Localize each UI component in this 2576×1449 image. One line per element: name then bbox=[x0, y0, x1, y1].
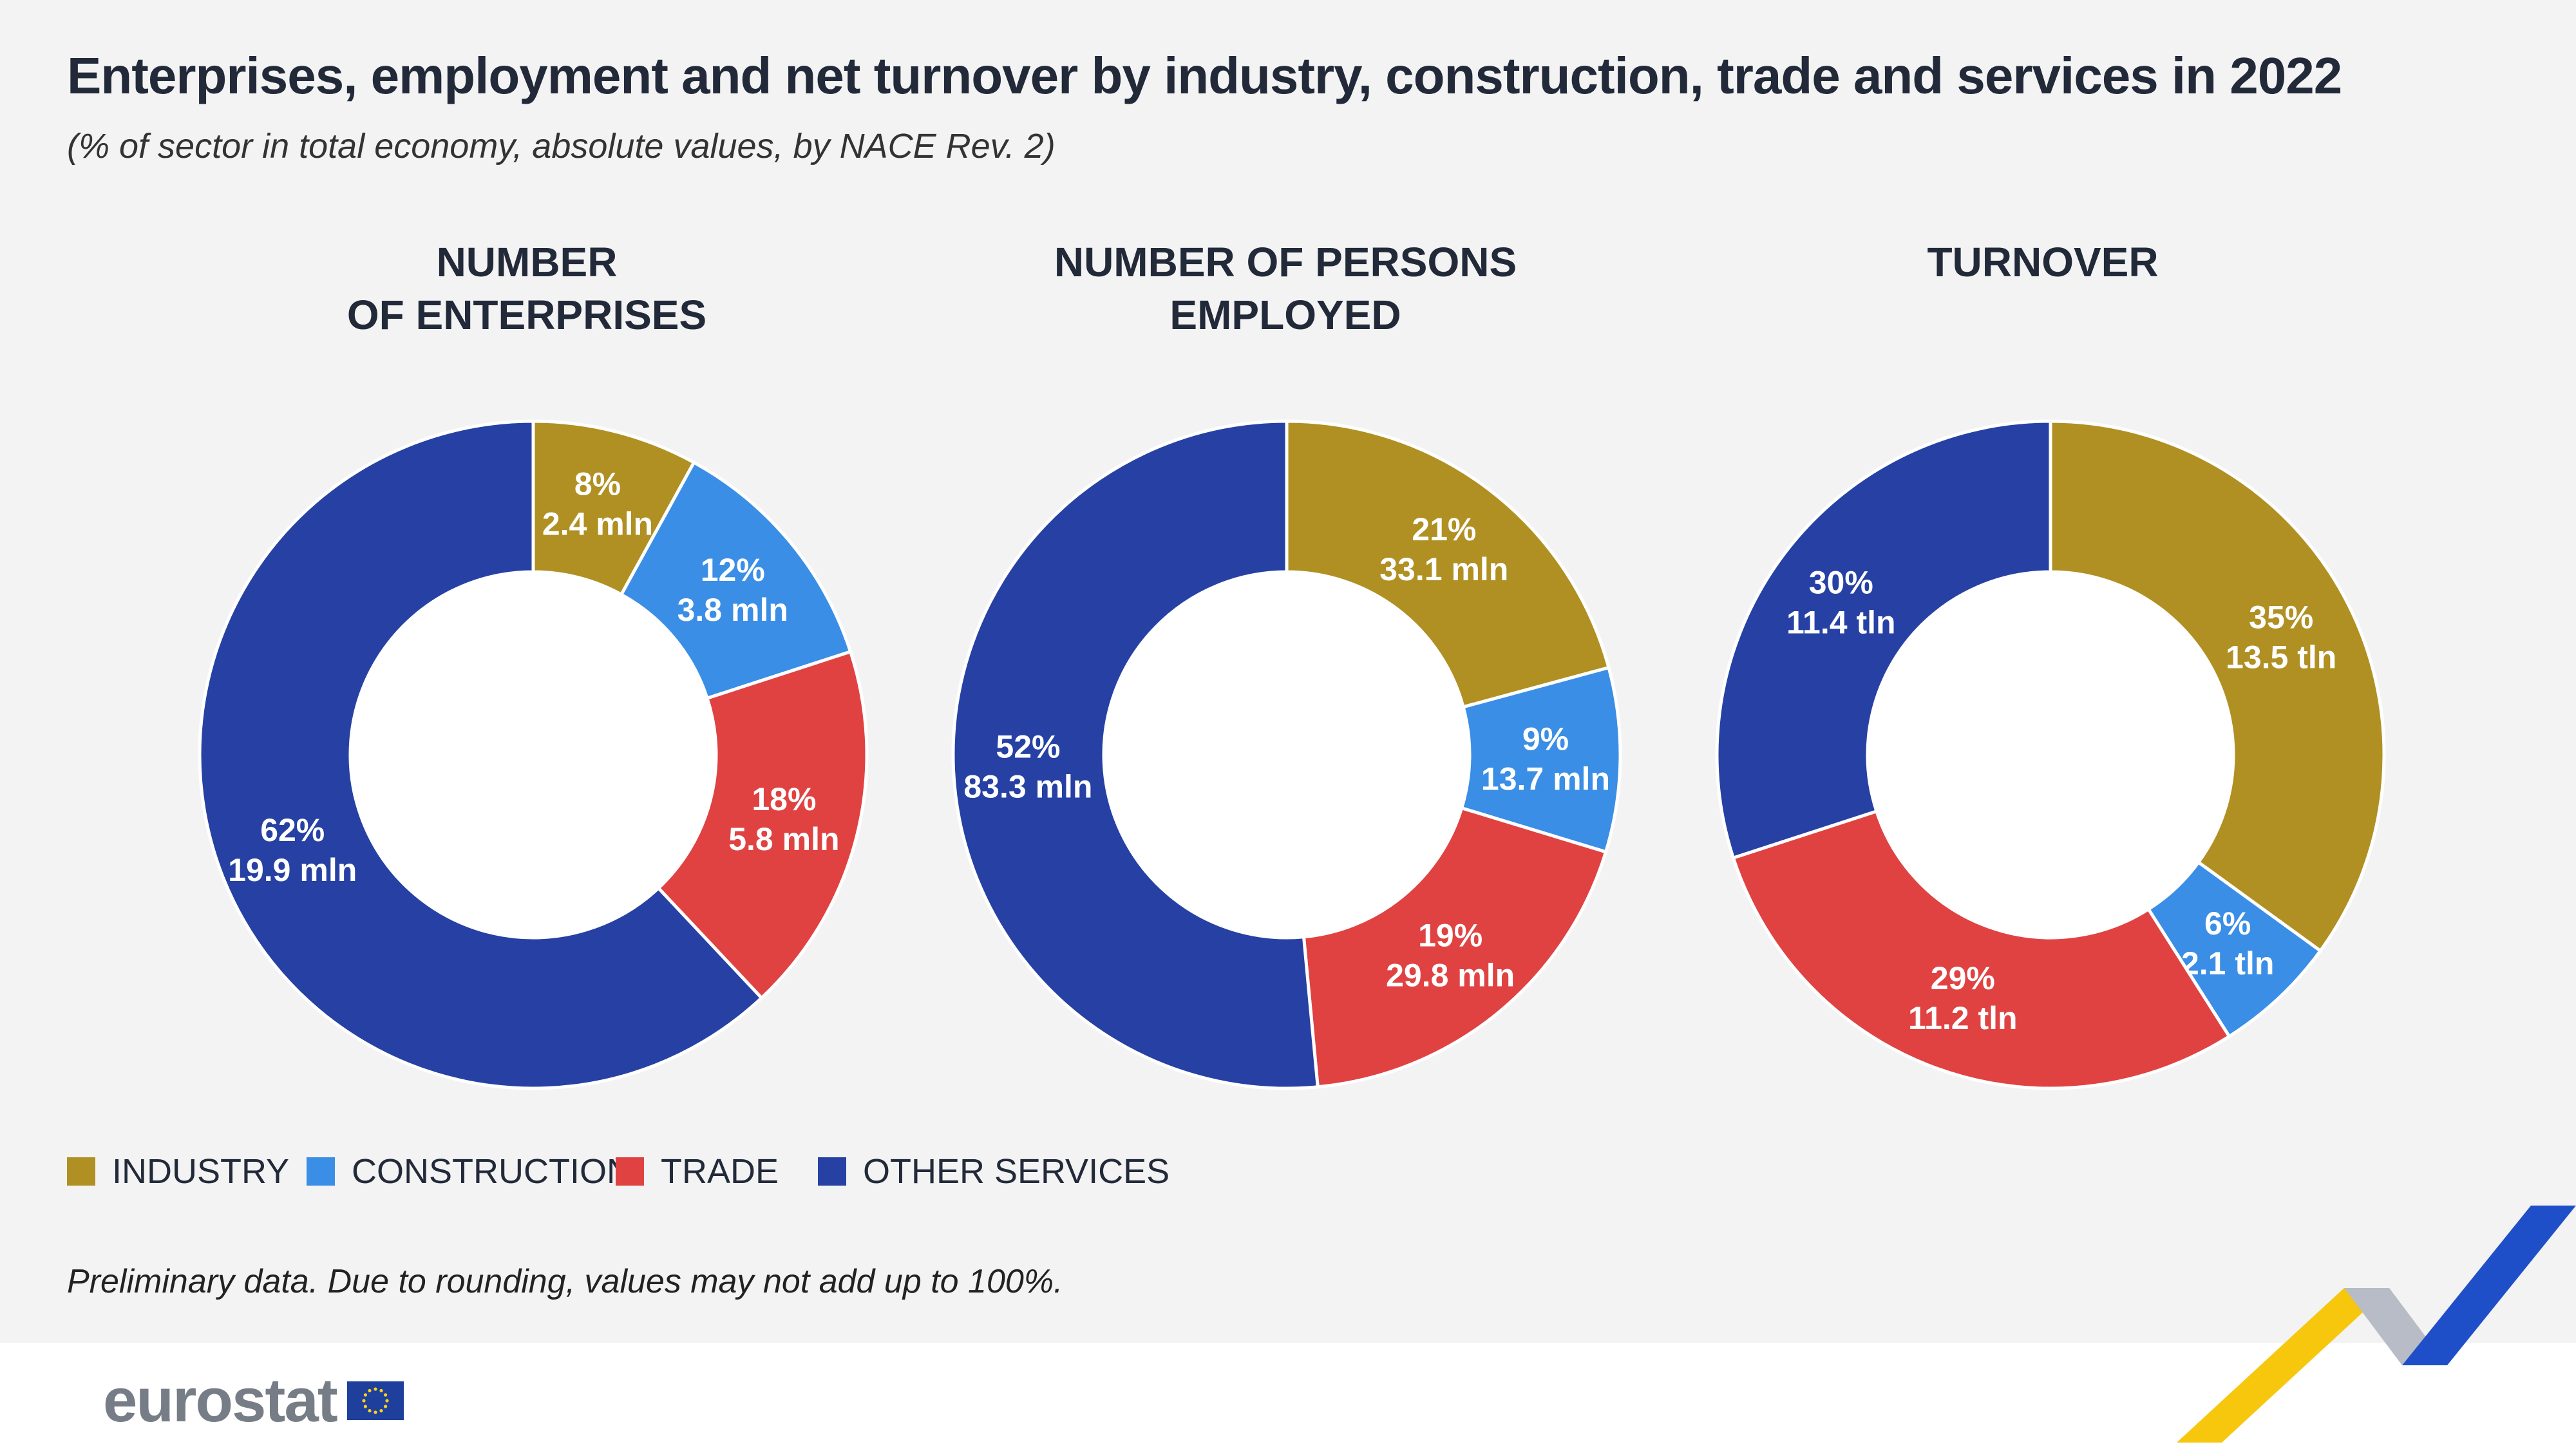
donut-hole bbox=[1105, 573, 1468, 936]
donut-slice-industry bbox=[2049, 419, 2386, 953]
slice-label: 6% 2.1 tln bbox=[2181, 905, 2274, 981]
chart-heading-enterprises: NUMBER OF ENTERPRISES bbox=[205, 236, 849, 341]
slice-percent: 9% bbox=[1522, 721, 1569, 757]
chart-title: Enterprises, employment and net turnover… bbox=[67, 47, 2342, 104]
heading-line: EMPLOYED bbox=[1170, 292, 1401, 338]
eurostat-logo: eurostat bbox=[103, 1365, 404, 1436]
slice-absolute-value: 13.7 mln bbox=[1481, 761, 1610, 797]
donut-chart-2: 21% 33.1 mln 9% 13.7 mln 19% 29.8 mln 52% 83.3 … bbox=[951, 419, 1622, 1090]
donut-chart-3: 35% 13.5 tln 6% 2.1 tln 29% 11.2 tln 30% 11.4 t… bbox=[1715, 419, 2386, 1090]
slice-label: 52% 83.3 mln bbox=[963, 729, 1092, 805]
donut-hole bbox=[352, 573, 715, 936]
slice-percent: 12% bbox=[701, 552, 765, 588]
donut-slice-trade bbox=[1302, 806, 1608, 1089]
footnote: Preliminary data. Due to rounding, value… bbox=[67, 1263, 1063, 1300]
donut-slice-trade bbox=[1731, 809, 2232, 1090]
slice-absolute-value: 5.8 mln bbox=[728, 821, 839, 857]
slice-percent: 18% bbox=[752, 781, 816, 817]
slice-percent: 6% bbox=[2204, 905, 2251, 942]
slice-absolute-value: 19.9 mln bbox=[228, 852, 357, 888]
slice-label: 29% 11.2 tln bbox=[1908, 960, 2018, 1036]
slice-label: 21% 33.1 mln bbox=[1379, 511, 1508, 587]
slice-absolute-value: 2.4 mln bbox=[542, 506, 653, 542]
legend-swatch bbox=[616, 1157, 644, 1186]
slice-absolute-value: 11.2 tln bbox=[1908, 1000, 2018, 1036]
donut-slice-other-services bbox=[1715, 419, 2052, 860]
donut-hole bbox=[1869, 573, 2232, 936]
slice-label: 35% 13.5 tln bbox=[2226, 599, 2336, 675]
donut-slice-industry bbox=[1285, 419, 1611, 709]
slice-absolute-value: 2.1 tln bbox=[2181, 945, 2274, 981]
legend-label: INDUSTRY bbox=[112, 1152, 290, 1191]
slice-label: 12% 3.8 mln bbox=[677, 552, 788, 628]
slice-absolute-value: 13.5 tln bbox=[2226, 639, 2336, 675]
legend-label: OTHER SERVICES bbox=[863, 1152, 1170, 1191]
legend-swatch bbox=[307, 1157, 335, 1186]
slice-absolute-value: 29.8 mln bbox=[1386, 957, 1515, 993]
slice-label: 9% 13.7 mln bbox=[1481, 721, 1610, 797]
slice-percent: 62% bbox=[260, 812, 325, 848]
donut-slice-other-services bbox=[198, 419, 764, 1090]
legend-item-construction: CONSTRUCTION bbox=[307, 1149, 632, 1194]
slice-percent: 29% bbox=[1931, 960, 1995, 996]
donut-slice-other-services bbox=[951, 419, 1320, 1090]
logo-text: eurostat bbox=[103, 1366, 338, 1435]
slice-percent: 35% bbox=[2249, 599, 2313, 635]
slice-percent: 19% bbox=[1418, 917, 1482, 953]
slice-absolute-value: 11.4 tln bbox=[1786, 605, 1896, 641]
slice-percent: 52% bbox=[996, 729, 1060, 765]
legend-item-industry: INDUSTRY bbox=[67, 1149, 289, 1194]
decorative-ribbon-graphic bbox=[2177, 1206, 2576, 1443]
slice-absolute-value: 3.8 mln bbox=[677, 592, 788, 628]
legend-label: CONSTRUCTION bbox=[352, 1152, 632, 1191]
legend-item-other-services: OTHER SERVICES bbox=[818, 1149, 1170, 1194]
slice-percent: 30% bbox=[1809, 565, 1873, 601]
donut-slice-trade bbox=[656, 649, 869, 1001]
footer-bar bbox=[0, 1343, 2576, 1449]
heading-line: OF ENTERPRISES bbox=[346, 292, 707, 338]
slice-percent: 21% bbox=[1412, 511, 1476, 547]
legend-swatch bbox=[818, 1157, 846, 1186]
heading-line: TURNOVER bbox=[1927, 239, 2159, 285]
chart-heading-turnover: TURNOVER bbox=[1721, 236, 2365, 289]
donut-charts: 8% 2.4 mln 12% 3.8 mln 18% 5.8 mln 62% 19.9 mln… bbox=[198, 419, 2386, 1090]
slice-label: 19% 29.8 mln bbox=[1386, 917, 1515, 993]
slice-label: 62% 19.9 mln bbox=[228, 812, 357, 888]
donut-slice-construction bbox=[619, 460, 853, 701]
slice-label: 8% 2.4 mln bbox=[542, 466, 653, 542]
heading-line: NUMBER OF PERSONS bbox=[1054, 239, 1517, 285]
legend-swatch bbox=[67, 1157, 95, 1186]
chart-heading-persons-employed: NUMBER OF PERSONS EMPLOYED bbox=[963, 236, 1607, 341]
legend-item-trade: TRADE bbox=[616, 1149, 779, 1194]
legend-label: TRADE bbox=[661, 1152, 779, 1191]
eu-flag-icon bbox=[346, 1381, 404, 1420]
chart-subtitle: (% of sector in total economy, absolute … bbox=[67, 127, 1056, 166]
slice-label: 18% 5.8 mln bbox=[728, 781, 839, 857]
slice-absolute-value: 83.3 mln bbox=[963, 769, 1092, 805]
slice-label: 30% 11.4 tln bbox=[1786, 565, 1896, 641]
donut-chart-1: 8% 2.4 mln 12% 3.8 mln 18% 5.8 mln 62% 19.9 mln bbox=[198, 419, 869, 1090]
slice-percent: 8% bbox=[574, 466, 621, 502]
heading-line: NUMBER bbox=[436, 239, 618, 285]
slice-absolute-value: 33.1 mln bbox=[1379, 551, 1508, 587]
